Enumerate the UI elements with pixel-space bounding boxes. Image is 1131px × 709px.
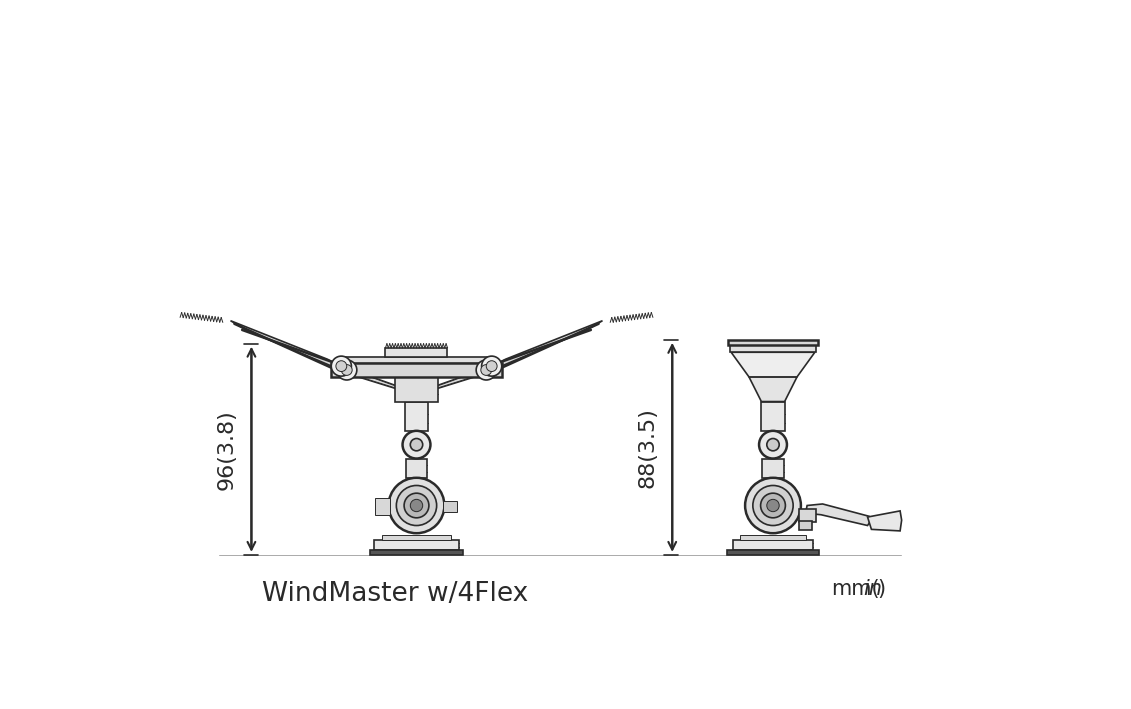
Text: in: in: [863, 579, 882, 598]
Bar: [374, 498, 390, 515]
Bar: [762, 459, 784, 478]
Circle shape: [411, 438, 423, 451]
Circle shape: [476, 360, 497, 380]
Circle shape: [767, 438, 779, 451]
Circle shape: [342, 364, 352, 375]
Bar: [741, 535, 805, 540]
Bar: [800, 521, 812, 530]
Circle shape: [753, 486, 793, 525]
Circle shape: [403, 431, 431, 459]
Polygon shape: [867, 511, 901, 531]
Polygon shape: [749, 377, 797, 401]
Bar: [395, 377, 438, 401]
Text: 96(3.8): 96(3.8): [217, 409, 236, 490]
Circle shape: [404, 493, 429, 518]
Polygon shape: [231, 320, 339, 369]
Bar: [405, 401, 429, 431]
Text: WindMaster w/4Flex: WindMaster w/4Flex: [261, 581, 528, 607]
Bar: [728, 340, 818, 345]
Polygon shape: [731, 352, 814, 377]
Bar: [345, 357, 489, 363]
Circle shape: [745, 478, 801, 533]
Text: mm(: mm(: [831, 579, 880, 598]
Bar: [406, 459, 428, 478]
Circle shape: [481, 364, 492, 375]
Circle shape: [336, 361, 347, 372]
Circle shape: [759, 431, 787, 459]
Bar: [800, 508, 817, 523]
Circle shape: [767, 499, 779, 512]
Polygon shape: [805, 504, 871, 525]
Bar: [331, 363, 502, 377]
Bar: [761, 401, 785, 431]
Bar: [370, 550, 463, 554]
Bar: [374, 540, 459, 550]
Bar: [729, 345, 817, 352]
Bar: [381, 535, 451, 540]
Text: 88(3.5): 88(3.5): [638, 407, 657, 488]
Polygon shape: [494, 320, 603, 369]
Polygon shape: [429, 370, 495, 389]
Circle shape: [337, 360, 356, 380]
Circle shape: [396, 486, 437, 525]
Circle shape: [482, 356, 502, 376]
Bar: [726, 550, 820, 554]
Bar: [733, 540, 813, 550]
Circle shape: [761, 493, 785, 518]
Circle shape: [389, 478, 444, 533]
Text: ): ): [878, 579, 886, 598]
Circle shape: [486, 361, 498, 372]
Bar: [443, 501, 457, 512]
Circle shape: [411, 499, 423, 512]
Polygon shape: [337, 370, 405, 389]
Bar: [386, 347, 448, 357]
Circle shape: [331, 356, 352, 376]
